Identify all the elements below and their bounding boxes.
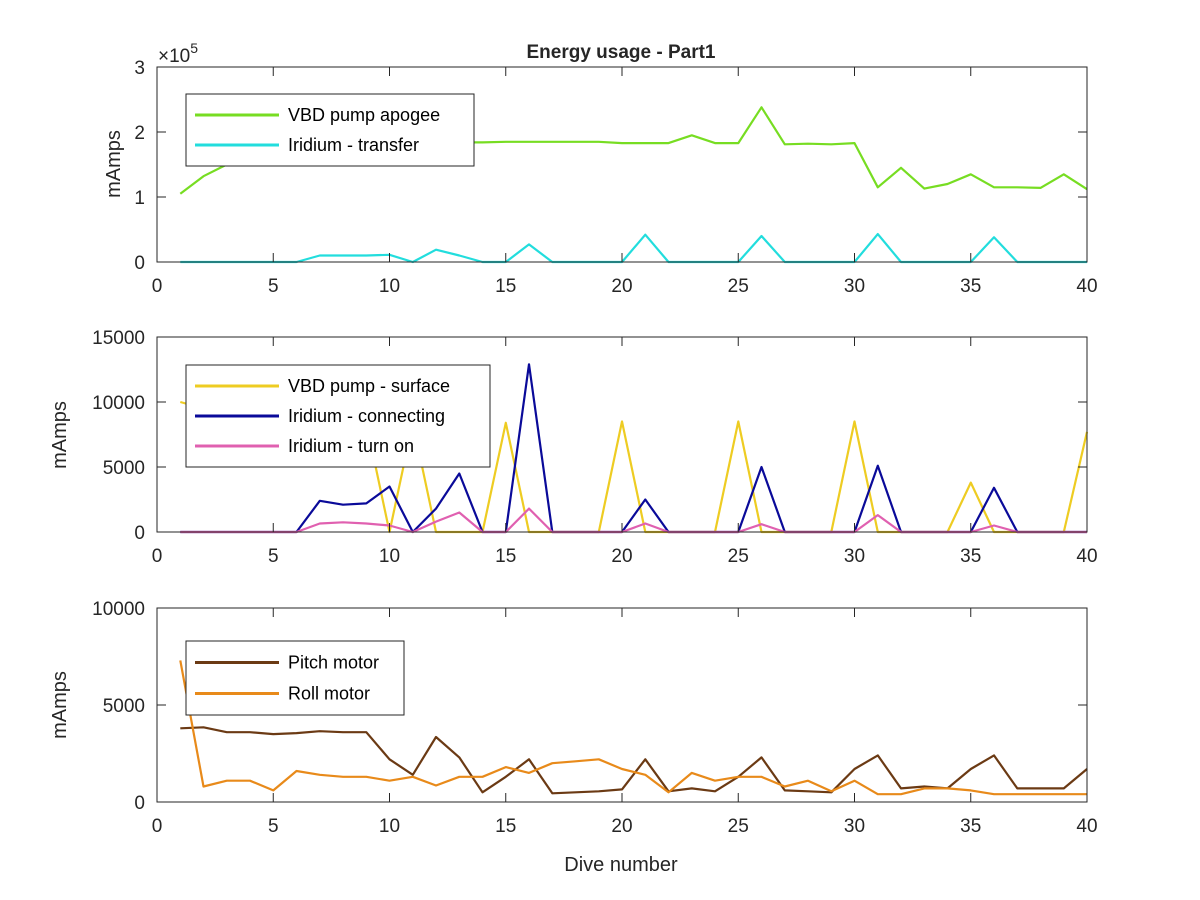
plot-area-bottom <box>179 660 1088 796</box>
legend-top: VBD pump apogee Iridium - transfer <box>185 93 475 167</box>
legend-entry: VBD pump - surface <box>288 376 450 396</box>
y-tick-label: 0 <box>134 253 145 274</box>
series-line-bottom-1 <box>179 660 1087 796</box>
y-axis-label-bottom: mAmps <box>49 671 71 739</box>
x-tick-label: 20 <box>611 816 632 837</box>
ticks-middle: 0 5 10 15 20 25 30 35 40 0 5000 10000 15000 <box>92 328 1097 567</box>
x-tick-label: 35 <box>960 546 981 567</box>
y-axis-label-top: mAmps <box>103 130 125 198</box>
x-tick-label: 15 <box>495 276 516 297</box>
y-tick-label: 10000 <box>92 599 145 620</box>
x-tick-label: 20 <box>611 276 632 297</box>
x-tick-label: 5 <box>268 276 279 297</box>
legend-entry: Iridium - connecting <box>288 406 445 426</box>
x-tick-label: 35 <box>960 816 981 837</box>
legend-middle: VBD pump - surface Iridium - connecting Ir… <box>185 364 491 468</box>
ticks-top: 0 5 10 15 20 25 30 35 40 0 1 2 3 <box>134 58 1097 297</box>
y-tick-label: 0 <box>134 793 145 814</box>
legend-entry: VBD pump apogee <box>288 105 440 125</box>
y-tick-label: 10000 <box>92 393 145 414</box>
chart-title: Energy usage - Part1 <box>526 42 715 63</box>
y-tick-label: 0 <box>134 523 145 544</box>
x-tick-label: 0 <box>152 816 163 837</box>
y-tick-label: 5000 <box>103 696 145 717</box>
x-tick-label: 15 <box>495 546 516 567</box>
x-tick-label: 0 <box>152 546 163 567</box>
x-tick-label: 30 <box>844 816 865 837</box>
x-tick-label: 10 <box>379 546 400 567</box>
y-tick-label: 1 <box>134 188 145 209</box>
y-tick-label: 2 <box>134 123 145 144</box>
legend-entry: Iridium - turn on <box>288 436 414 456</box>
x-tick-label: 20 <box>611 546 632 567</box>
y-tick-label: 5000 <box>103 458 145 479</box>
y-axis-label-middle: mAmps <box>49 401 71 469</box>
x-tick-label: 5 <box>268 816 279 837</box>
legend-box-top <box>185 93 475 167</box>
x-tick-label: 5 <box>268 546 279 567</box>
subplot-bottom: 0 5 10 15 20 25 30 35 40 0 5000 10000 mAmps Dive nu… <box>49 599 1098 876</box>
x-tick-label: 40 <box>1076 276 1097 297</box>
x-tick-label: 25 <box>728 276 749 297</box>
legend-entry: Roll motor <box>288 684 370 704</box>
y-exponent-power: 5 <box>190 40 198 56</box>
legend-entry: Iridium - transfer <box>288 135 419 155</box>
x-tick-label: 10 <box>379 816 400 837</box>
x-tick-label: 10 <box>379 276 400 297</box>
x-tick-label: 25 <box>728 816 749 837</box>
legend-box-bottom <box>185 640 405 716</box>
x-tick-label: 35 <box>960 276 981 297</box>
legend-entry: Pitch motor <box>288 653 379 673</box>
x-tick-label: 30 <box>844 276 865 297</box>
y-tick-label: 15000 <box>92 328 145 349</box>
ticks-bottom: 0 5 10 15 20 25 30 35 40 0 5000 10000 <box>92 599 1097 837</box>
subplot-middle: 0 5 10 15 20 25 30 35 40 0 5000 10000 15000 mAmps VB… <box>49 328 1098 567</box>
x-tick-label: 15 <box>495 816 516 837</box>
y-exponent-base: ×10 <box>158 46 190 67</box>
x-tick-label: 40 <box>1076 816 1097 837</box>
legend-bottom: Pitch motor Roll motor <box>185 640 405 716</box>
x-tick-label: 40 <box>1076 546 1097 567</box>
x-tick-label: 25 <box>728 546 749 567</box>
x-tick-label: 0 <box>152 276 163 297</box>
y-exponent-label: ×105 <box>158 40 198 67</box>
x-axis-label: Dive number <box>564 854 678 876</box>
subplot-top: 0 5 10 15 20 25 30 35 40 0 1 2 3 Energy usage - Part… <box>103 40 1098 297</box>
x-tick-label: 30 <box>844 546 865 567</box>
y-tick-label: 3 <box>134 58 145 79</box>
